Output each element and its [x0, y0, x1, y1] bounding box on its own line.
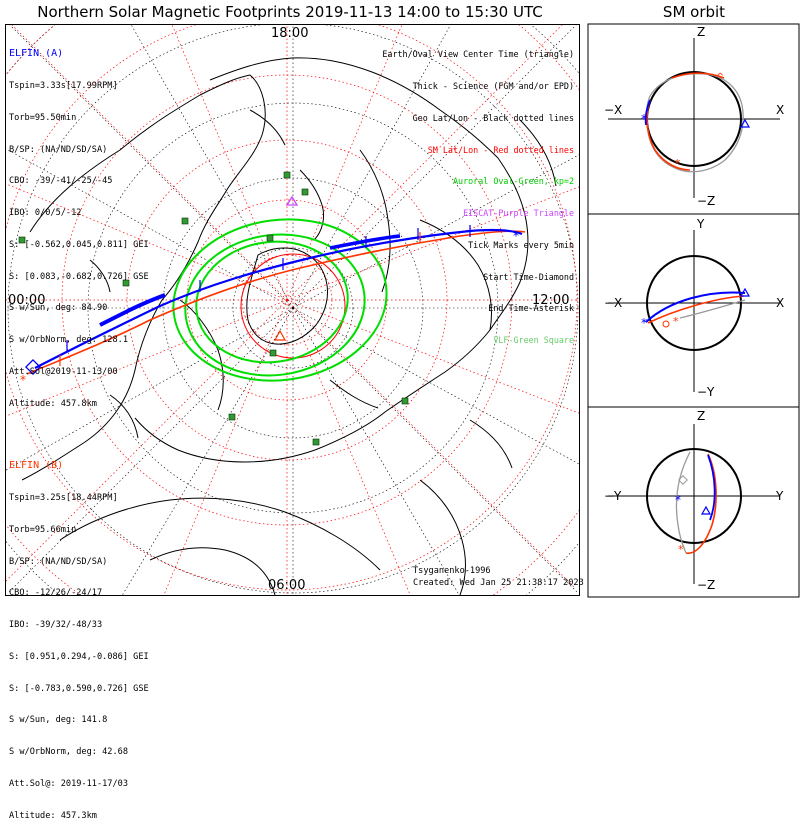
start-diamond-a [25, 359, 41, 375]
track-ticks [66, 225, 471, 352]
legend-item: Earth/Oval View Center Time (triangle) [382, 49, 574, 60]
elfin-b-line: B/SP: (NA/ND/SD/SA) [9, 556, 108, 567]
sm-panel-xy: * * [608, 230, 780, 392]
elfin-a-line: S: [0.083,-0.682,0.726] GSE [9, 271, 149, 282]
geo-grid [6, 25, 579, 595]
sm-orbit-panels: * * ^ * * * * [587, 23, 800, 598]
elfin-a-name: ELFIN (A) [9, 49, 64, 60]
panel2-label-top: Y [697, 217, 705, 231]
elfin-a-line: S: [-0.562,0.045,0.811] GEI [9, 239, 149, 250]
sm-panel-xz: * * ^ [608, 38, 780, 198]
eiscat-triangle [285, 195, 299, 206]
elfin-a-line: Torb=95.50min [9, 112, 77, 123]
elfin-b-line: Tspin=3.25s[18.44RPM] [9, 492, 118, 503]
panel2-label-bottom: −Y [697, 385, 715, 399]
panel3-label-top: Z [697, 409, 706, 423]
svg-text:*: * [675, 493, 681, 507]
coastlines [21, 57, 557, 595]
legend-item: Geo Lat/Lon - Black dotted lines [412, 112, 574, 123]
panel3-label-bottom: −Z [697, 578, 716, 592]
end-asterisk-a: * [513, 229, 519, 243]
panel1-label-top: Z [697, 25, 706, 39]
mlt-label-left: 00:00 [8, 293, 46, 308]
elfin-a-science-2 [329, 234, 401, 250]
legend-item: Thick - Science (FGM and/or EPD) [412, 80, 574, 91]
track-ticks-b [59, 232, 421, 366]
panel2-label-left: −X [604, 296, 623, 310]
legend-item: Tick Marks every 5min [468, 239, 574, 250]
elfin-b-line: Altitude: 457.3km [9, 810, 97, 821]
panel3-label-right: Y [776, 489, 784, 503]
elfin-a-line: CBO: -39/-41/-25/-45 [9, 176, 113, 187]
page-title: Northern Solar Magnetic Footprints 2019-… [37, 3, 543, 21]
panel1-label-right: X [776, 103, 785, 117]
elfin-b-info: ELFIN (B) Tspin=3.25s[18.44RPM] Torb=95.… [9, 440, 149, 832]
footer-model: Tsyganenko-1996 [413, 566, 491, 576]
footer-created: Created: Wed Jan 25 21:38:17 2023 [413, 578, 584, 588]
elfin-b-line: IBO: -39/32/-48/33 [9, 620, 103, 631]
sm-panel-yz: * * [608, 424, 780, 584]
svg-text:*: * [675, 157, 681, 170]
footprint-map[interactable]: * * [0, 0, 800, 600]
svg-text:*: * [673, 315, 679, 328]
panel3-label-left: −Y [604, 489, 622, 503]
elfin-b-name: ELFIN (B) [9, 461, 64, 472]
elfin-b-line: S: [0.951,0.294,-0.086] GEI [9, 651, 149, 662]
elfin-a-line: S w/OrbNorm, deg: 128.1 [9, 335, 128, 346]
footprint-map-frame [5, 24, 580, 596]
legend-item: SM Lat/Lon - Red dotted lines [427, 144, 574, 155]
legend-item: VLF-Green Square [493, 335, 574, 346]
elfin-a-line: Altitude: 457.8km [9, 398, 97, 409]
elfin-b-line: Torb=95.66min [9, 524, 77, 535]
svg-text:^: ^ [716, 72, 724, 83]
legend-item: Auroral Oval-Green, kp=2 [452, 176, 574, 187]
panel1-label-bottom: −Z [697, 194, 716, 208]
elfin-a-line: IBO: 0/0/5/-12 [9, 208, 82, 219]
view-center-triangle [273, 329, 287, 341]
elfin-a-science [99, 293, 166, 327]
panel2-label-right: X [776, 296, 785, 310]
legend-item: End Time-Asterisk [488, 303, 574, 314]
elfin-b-line: S w/OrbNorm, deg: 42.68 [9, 747, 128, 758]
elfin-a-line: Tspin=3.33s[17.99RPM] [9, 80, 118, 91]
elfin-b-track [26, 230, 526, 375]
elfin-b-line: S w/Sun, deg: 141.8 [9, 715, 108, 726]
elfin-a-line: B/SP: (NA/ND/SD/SA) [9, 144, 108, 155]
mlt-label-bottom: 06:00 [268, 578, 306, 593]
end-asterisk-b: * [20, 373, 26, 387]
sm-orbit-title: SM orbit [662, 3, 726, 21]
vlf-stations [18, 171, 409, 446]
elfin-b-line: Att.Sol@: 2019-11-17/03 [9, 779, 128, 789]
legend-item: Start Time-Diamond [483, 271, 574, 282]
panel1-label-left: −X [604, 103, 623, 117]
elfin-a-line: Att.Sol@2019-11-13/00 [9, 367, 118, 377]
elfin-a-line: S w/Sun, deg: 84.90 [9, 303, 108, 314]
mlt-label-top: 18:00 [271, 26, 309, 41]
svg-text:*: * [641, 112, 647, 126]
auroral-oval [172, 218, 388, 382]
elfin-b-line: S: [-0.783,0.590,0.726] GSE [9, 683, 149, 694]
legend-item: EISCAT-Purple Triangle [463, 208, 574, 219]
elfin-b-line: CBO: -12/26/-24/17 [9, 588, 103, 599]
map-legend: Earth/Oval View Center Time (triangle) T… [382, 28, 574, 356]
svg-text:*: * [678, 543, 684, 556]
elfin-a-info: ELFIN (A) Tspin=3.33s[17.99RPM] Torb=95.… [9, 28, 149, 420]
mlt-label-right: 12:00 [532, 293, 570, 308]
svg-text:*: * [641, 316, 647, 330]
